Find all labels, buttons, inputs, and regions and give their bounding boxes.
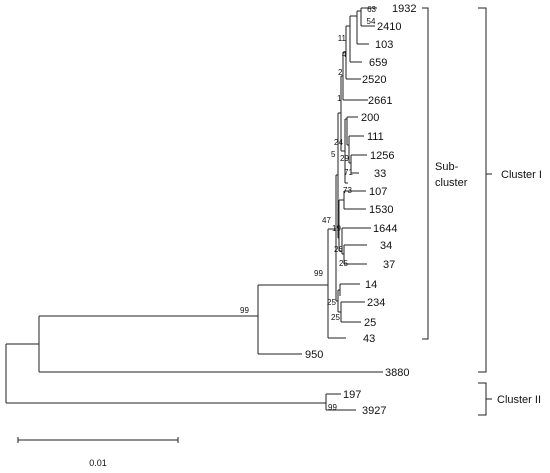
bootstrap-value: 25 <box>327 298 336 307</box>
leaf-label-659: 659 <box>369 57 387 69</box>
tree-branches <box>5 7 383 411</box>
leaf-label-111: 111 <box>367 131 384 143</box>
leaf-label-37: 37 <box>383 259 395 271</box>
scale-bar-label: 0.01 <box>89 458 107 468</box>
node-43-branch <box>327 228 346 339</box>
leaf-label-3880: 3880 <box>385 367 409 379</box>
leaf-label-1932: 1932 <box>392 3 416 15</box>
bootstrap-value: 19 <box>332 224 341 233</box>
node-3880-branch <box>38 315 383 373</box>
sub-cluster-label: Sub- <box>435 161 459 173</box>
cluster1-label: Cluster I <box>501 169 542 181</box>
bootstrap-value: 26 <box>334 245 343 254</box>
bootstrap-value: 63 <box>367 5 376 14</box>
node-34-37-branch <box>343 244 367 265</box>
leaf-label-33: 33 <box>374 168 386 180</box>
leaf-label-2661: 2661 <box>368 95 392 107</box>
scale-bar-line <box>17 437 179 443</box>
node-1256-33-branch <box>350 154 367 174</box>
bootstrap-values: 63 54 11 4 2 1 24 29 5 71 73 47 19 26 25… <box>240 5 377 412</box>
leaf-label-197: 197 <box>343 389 361 401</box>
bootstrap-value: 11 <box>338 34 347 43</box>
bootstrap-value: 54 <box>367 17 376 26</box>
bootstrap-value: 24 <box>334 138 343 147</box>
bootstrap-value: 25 <box>339 259 348 268</box>
cluster-brackets: Sub- cluster Cluster I Cluster II <box>422 7 542 416</box>
node-103-branch <box>360 7 377 27</box>
leaf-label-3927: 3927 <box>362 405 386 417</box>
leaf-label-43: 43 <box>363 333 375 345</box>
bootstrap-value: 99 <box>328 403 337 412</box>
node-2661-branch <box>345 25 361 80</box>
leaf-14-branch <box>339 283 360 296</box>
leaf-label-1530: 1530 <box>369 204 393 216</box>
leaf-label-200: 200 <box>361 112 379 124</box>
bootstrap-value: 2 <box>338 68 343 77</box>
leaf-label-107: 107 <box>369 186 387 198</box>
cluster2-branch <box>325 393 356 411</box>
bootstrap-value: 1 <box>337 94 342 103</box>
node-234-25-branch <box>340 301 365 323</box>
leaf-label-1256: 1256 <box>370 150 394 162</box>
leaf-label-14: 14 <box>365 279 377 291</box>
sub-cluster-label-line2: cluster <box>435 177 468 189</box>
bootstrap-value: 71 <box>344 168 353 177</box>
leaf-label-103: 103 <box>375 39 393 51</box>
leaf-label-234: 234 <box>367 297 385 309</box>
scale-bar: 0.01 <box>17 437 179 468</box>
leaf-label-950: 950 <box>305 349 323 361</box>
bootstrap-value: 4 <box>342 50 347 59</box>
leaf-label-2520: 2520 <box>362 74 386 86</box>
leaf-label-25: 25 <box>364 317 376 329</box>
bootstrap-value: 25 <box>331 313 340 322</box>
bootstrap-value: 47 <box>322 216 331 225</box>
cluster2-bracket <box>478 382 492 416</box>
node-950-branch <box>257 284 328 355</box>
leaf-label-1644: 1644 <box>373 223 397 235</box>
bootstrap-value: 99 <box>240 306 249 315</box>
node-659-branch <box>356 10 369 45</box>
bootstrap-value: 99 <box>314 269 323 278</box>
root-branch <box>5 343 326 404</box>
cluster2-label: Cluster II <box>497 394 541 406</box>
bootstrap-value: 29 <box>340 154 349 163</box>
leaf-labels: 1932 2410 103 659 2520 2661 200 111 1256… <box>305 3 416 417</box>
cluster1-bracket <box>478 7 492 373</box>
sub-cluster-bracket <box>422 7 429 340</box>
node-1644-branch <box>341 227 371 255</box>
leaf-label-34: 34 <box>380 240 392 252</box>
node-107-1530-branch <box>343 190 366 210</box>
leaf-label-2410: 2410 <box>377 21 401 33</box>
bootstrap-value: 73 <box>343 186 352 195</box>
node-2520-branch <box>349 15 362 63</box>
bootstrap-value: 5 <box>331 150 336 159</box>
